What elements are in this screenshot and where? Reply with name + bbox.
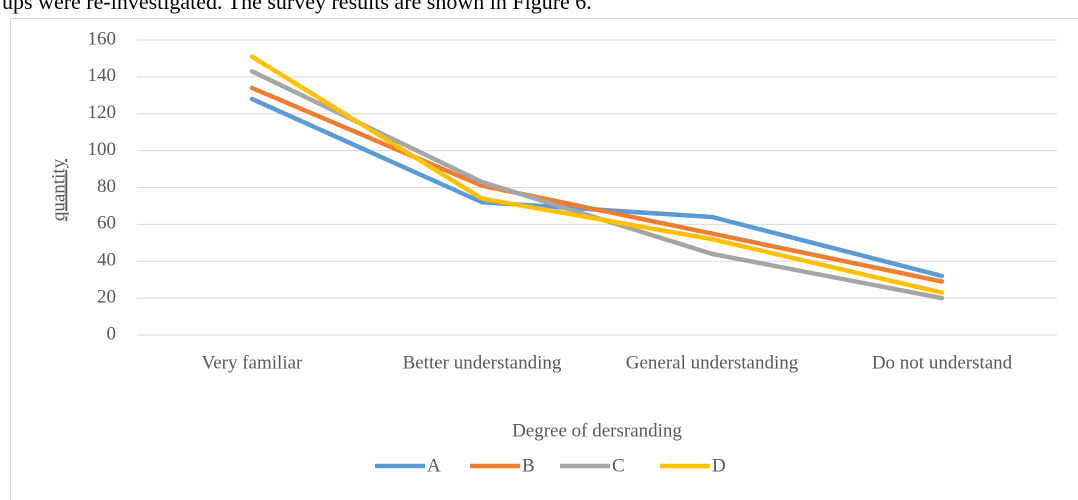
y-tick-label: 80 <box>97 176 116 197</box>
series-line <box>249 85 945 284</box>
x-tick-label: General understanding <box>626 352 799 373</box>
series-line <box>249 54 945 295</box>
legend-label: D <box>712 455 726 476</box>
body-text: ups were re-investigated. The survey res… <box>2 0 592 14</box>
x-tick-label: Very familiar <box>202 352 303 373</box>
y-tick-label: 100 <box>88 139 117 160</box>
y-tick-label: 140 <box>88 65 117 86</box>
legend-label: A <box>427 455 441 476</box>
y-tick-label: 0 <box>107 323 117 344</box>
y-tick-label: 20 <box>97 286 116 307</box>
y-tick-label: 160 <box>88 28 117 49</box>
x-tick-label: Do not understand <box>872 352 1013 373</box>
y-axis-title: quantity <box>48 158 69 221</box>
x-tick-label: Better understanding <box>403 352 562 373</box>
chart-border <box>10 18 1078 500</box>
y-tick-label: 120 <box>88 102 117 123</box>
x-axis-title: Degree of dersranding <box>512 420 682 441</box>
legend-label: B <box>522 455 535 476</box>
y-tick-label: 60 <box>97 213 116 234</box>
y-tick-label: 40 <box>97 250 116 271</box>
legend-label: C <box>612 455 625 476</box>
